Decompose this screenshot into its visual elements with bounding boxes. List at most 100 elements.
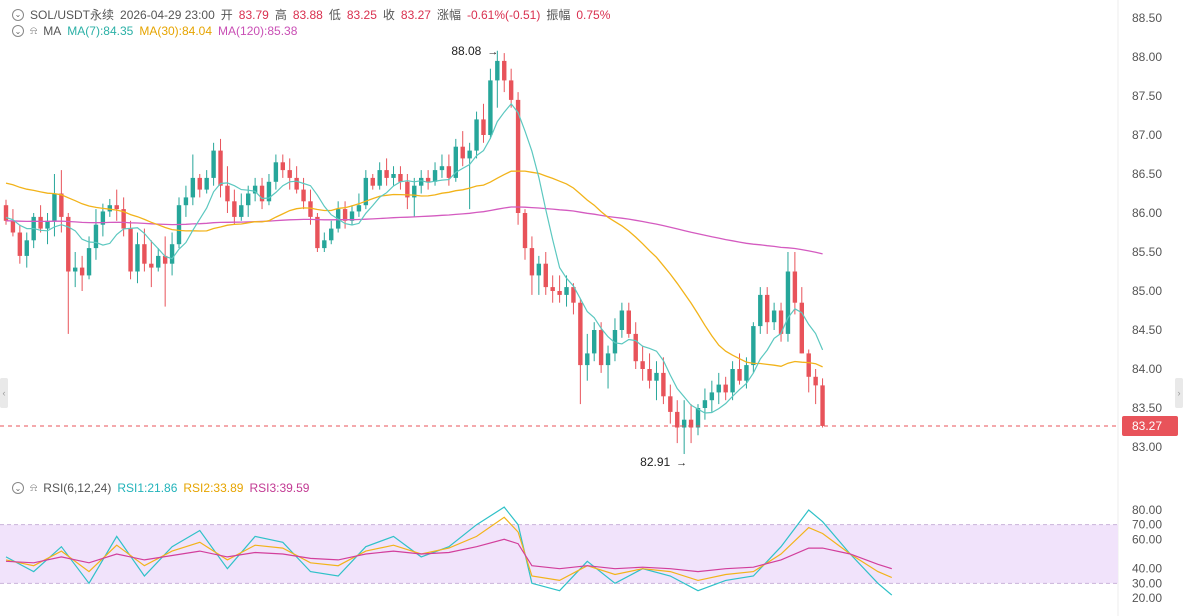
candle-body: [771, 310, 777, 323]
candle-body: [273, 162, 279, 182]
rsi-label: RSI(6,12,24): [43, 481, 112, 495]
candle-body: [391, 174, 396, 178]
alert-bell-icon[interactable]: ⍾: [30, 481, 38, 494]
candle-body: [405, 181, 410, 198]
candle-body: [239, 205, 244, 217]
price-tick-label: 84.50: [1132, 323, 1162, 337]
candle-body: [640, 361, 645, 369]
high-marker-label: 88.08: [451, 44, 481, 58]
ma30-line: [5, 170, 823, 368]
ma120-line: [5, 206, 823, 255]
price-tick-label: 83.00: [1132, 440, 1162, 454]
candle-body: [38, 216, 43, 229]
candle-body: [252, 185, 258, 194]
open-value: 83.79: [238, 7, 269, 22]
scroll-left-arrow-icon[interactable]: ‹: [0, 378, 8, 408]
candle-body: [578, 302, 583, 366]
low-marker-arrow: →: [676, 457, 687, 469]
candle-body: [737, 369, 742, 381]
candle-body: [169, 244, 175, 264]
candle-body: [349, 211, 355, 221]
datetime-label: 2026-04-29 23:00: [120, 7, 215, 22]
low-marker-label: 82.91: [640, 455, 670, 469]
amplitude-label: 振幅: [546, 8, 571, 22]
chevron-down-icon[interactable]: ⌄: [12, 8, 24, 21]
candle-body: [765, 294, 770, 323]
candle-body: [529, 248, 535, 276]
price-tick-label: 86.50: [1132, 167, 1162, 181]
ma120-legend: MA(120):85.38: [218, 24, 298, 38]
candle-body: [232, 201, 237, 217]
high-value: 83.88: [292, 7, 323, 22]
candle-body: [536, 263, 542, 276]
chevron-down-icon[interactable]: ⌄: [12, 25, 24, 37]
candle-body: [100, 211, 106, 225]
low-label: 低: [328, 8, 341, 22]
alert-bell-icon[interactable]: ⍾: [30, 24, 38, 37]
candle-body: [585, 353, 590, 366]
rsi-tick-label: 30.00: [1132, 576, 1162, 590]
candle-body: [287, 170, 292, 178]
candle-body: [10, 220, 16, 233]
candle-body: [758, 294, 763, 327]
candle-body: [315, 216, 320, 249]
candle-body: [225, 185, 230, 202]
candle-body: [384, 170, 389, 178]
price-tick-label: 85.50: [1132, 245, 1162, 259]
change-label: 涨幅: [436, 8, 461, 22]
candle-body: [612, 330, 618, 354]
candle-body: [654, 372, 659, 381]
candle-body: [709, 392, 715, 401]
ma7-legend: MA(7):84.35: [67, 24, 134, 38]
moving-average-lines: [5, 102, 824, 414]
ma7-line: [5, 102, 824, 414]
candle-body: [557, 291, 562, 295]
candle-body: [668, 396, 673, 412]
candle-body: [688, 419, 694, 428]
candle-body: [702, 400, 708, 408]
rsi-tick-label: 80.00: [1132, 503, 1162, 517]
candle-body: [183, 197, 189, 206]
last-price-badge: [1122, 415, 1178, 436]
candle-body: [218, 150, 223, 186]
candle-body: [778, 310, 784, 334]
open-label: 开: [220, 8, 233, 22]
candle-body: [502, 60, 507, 81]
candle-body: [398, 174, 403, 182]
candle-body: [322, 240, 327, 249]
candle-body: [24, 240, 29, 256]
candle-body: [446, 166, 452, 178]
candle-body: [453, 146, 458, 178]
candle-body: [751, 326, 756, 366]
candle-body: [799, 302, 804, 354]
rsi-tick-label: 60.00: [1132, 532, 1162, 546]
candle-body: [266, 181, 272, 202]
candle-body: [190, 177, 196, 198]
candle-body: [695, 408, 701, 428]
candle-body: [647, 369, 652, 381]
candle-body: [681, 419, 687, 428]
candlestick-series: [3, 50, 825, 455]
candle-body: [675, 411, 680, 428]
candle-body: [79, 267, 85, 276]
candle-body: [439, 166, 445, 171]
candle-body: [66, 216, 71, 272]
close-value: 83.27: [400, 7, 431, 22]
candle-body: [52, 193, 57, 221]
price-tick-label: 88.50: [1132, 11, 1162, 25]
scroll-right-arrow-icon[interactable]: ›: [1175, 378, 1183, 408]
candle-body: [792, 271, 798, 303]
candle-body: [156, 255, 161, 268]
candle-body: [488, 80, 493, 135]
candle-body: [308, 201, 313, 217]
rsi-tick-label: 40.00: [1132, 562, 1162, 576]
candle-body: [246, 193, 251, 206]
symbol-label[interactable]: SOL/USDT永续: [30, 8, 115, 22]
candle-body: [605, 353, 611, 366]
candle-body: [17, 232, 23, 256]
rsi-band-fill: [0, 524, 1118, 584]
price-tick-label: 88.00: [1132, 50, 1162, 64]
chevron-down-icon[interactable]: ⌄: [12, 482, 24, 494]
candle-body: [564, 287, 569, 295]
